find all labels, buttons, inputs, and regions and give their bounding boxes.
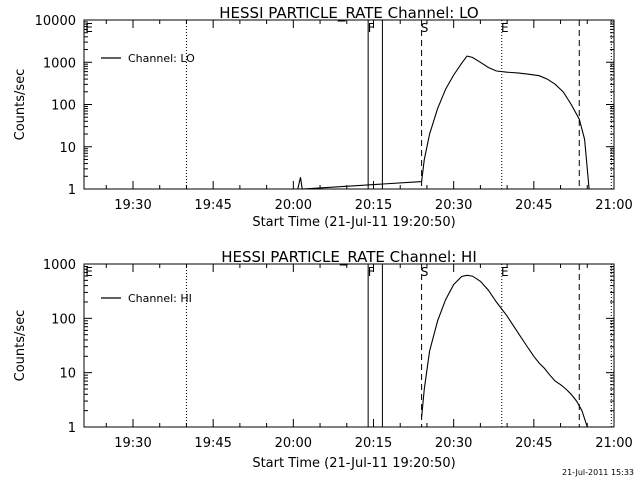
x-axis-label: Start Time (21-Jul-11 19:20:50) — [252, 215, 455, 230]
marker-label: E — [85, 21, 93, 35]
chart-title: HESSI PARTICLE_RATE Channel: LO — [219, 4, 478, 23]
x-tick-label: 19:30 — [114, 436, 151, 451]
y-axis-label: Counts/sec — [13, 310, 28, 382]
y-tick-label: 100 — [51, 99, 76, 114]
y-tick-label: 10 — [59, 141, 76, 156]
x-tick-label: 20:30 — [435, 198, 472, 213]
marker-label: E — [85, 265, 93, 279]
series-line — [421, 274, 588, 428]
marker-label: F — [368, 265, 375, 279]
marker-label: E — [501, 21, 509, 35]
x-tick-label: 19:45 — [194, 198, 231, 213]
plot-frame — [83, 19, 615, 190]
y-axis-label: Counts/sec — [13, 69, 28, 141]
plot-frame — [83, 263, 615, 428]
x-tick-label: 19:45 — [194, 436, 231, 451]
x-tick-label: 20:15 — [355, 436, 392, 451]
chart-title: HESSI PARTICLE_RATE Channel: HI — [221, 248, 477, 267]
marker-label: S — [421, 265, 429, 279]
timestamp-footer: 21-Jul-2011 15:33 — [561, 468, 634, 477]
marker-label: S — [421, 21, 429, 35]
y-tick-label: 1 — [68, 421, 76, 436]
y-tick-label: 10000 — [35, 14, 76, 29]
marker-label: E — [501, 265, 509, 279]
x-tick-label: 20:00 — [275, 198, 312, 213]
x-tick-label: 21:00 — [595, 198, 632, 213]
legend-label: Channel: HI — [128, 292, 192, 305]
x-tick-label: 20:45 — [515, 436, 552, 451]
x-tick-label: 20:30 — [435, 436, 472, 451]
x-tick-label: 20:45 — [515, 198, 552, 213]
legend-label: Channel: LO — [128, 52, 195, 65]
x-tick-label: 21:00 — [595, 436, 632, 451]
x-tick-label: 19:30 — [114, 198, 151, 213]
y-tick-label: 1 — [68, 183, 76, 198]
y-tick-label: 10 — [59, 367, 76, 382]
x-axis-label: Start Time (21-Jul-11 19:20:50) — [252, 456, 455, 471]
y-tick-label: 1000 — [43, 56, 76, 71]
x-tick-label: 20:00 — [275, 436, 312, 451]
y-tick-label: 1000 — [43, 258, 76, 273]
series-line — [297, 55, 590, 190]
marker-label: F — [368, 21, 375, 35]
y-tick-label: 100 — [51, 312, 76, 327]
x-tick-label: 20:15 — [355, 198, 392, 213]
